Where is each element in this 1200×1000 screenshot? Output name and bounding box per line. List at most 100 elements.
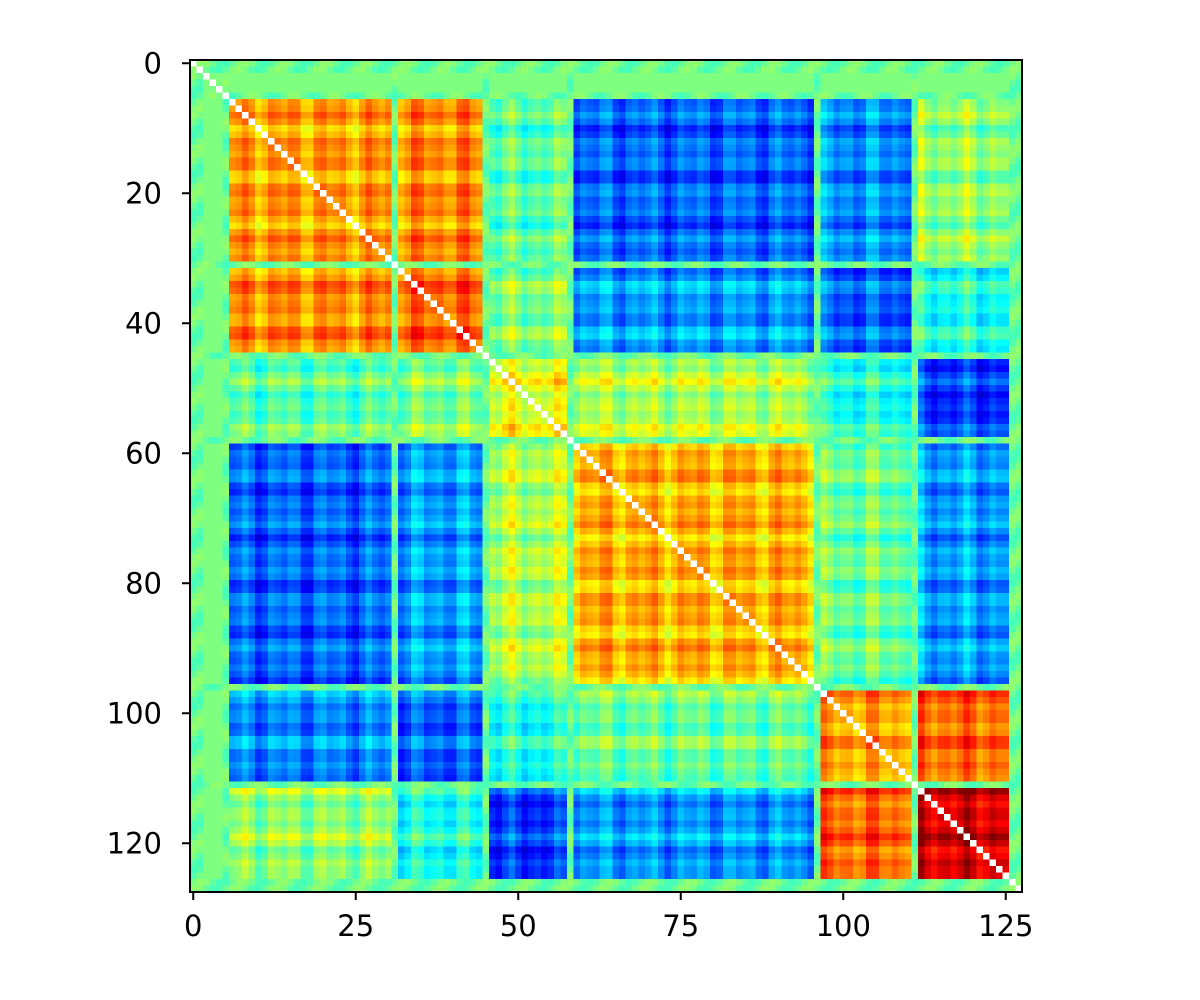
heatmap-cell [606, 287, 614, 295]
heatmap-cell [944, 177, 952, 185]
heatmap-cell [326, 190, 334, 198]
heatmap-cell [853, 131, 861, 139]
heatmap-cell [196, 268, 204, 276]
heatmap-cell [560, 164, 568, 172]
heatmap-cell [242, 255, 250, 263]
heatmap-cell [846, 229, 854, 237]
heatmap-cell [437, 112, 445, 120]
heatmap-cell [385, 222, 393, 230]
heatmap-cell [989, 99, 997, 107]
heatmap-cell [359, 307, 367, 315]
heatmap-cell [495, 151, 503, 159]
heatmap-cell [944, 157, 952, 165]
heatmap-cell [326, 300, 334, 308]
heatmap-cell [703, 157, 711, 165]
heatmap-cell [469, 177, 477, 185]
heatmap-cell [827, 138, 835, 146]
heatmap-cell [359, 294, 367, 302]
heatmap-cell [320, 118, 328, 126]
heatmap-cell [911, 131, 919, 139]
heatmap-cell [950, 287, 958, 295]
heatmap-cell [261, 164, 269, 172]
heatmap-cell [898, 248, 906, 256]
heatmap-cell [593, 209, 601, 217]
heatmap-cell [430, 190, 438, 198]
heatmap-cell [625, 144, 633, 152]
heatmap-cell [833, 235, 841, 243]
heatmap-cell [554, 157, 562, 165]
heatmap-cell [586, 177, 594, 185]
heatmap-cell [554, 73, 562, 81]
heatmap-cell [229, 235, 237, 243]
heatmap-cell [937, 190, 945, 198]
heatmap-cell [937, 66, 945, 74]
heatmap-cell [677, 60, 685, 68]
heatmap-cell [872, 99, 880, 107]
heatmap-cell [892, 268, 900, 276]
heatmap-cell [365, 287, 373, 295]
heatmap-cell [190, 112, 198, 120]
heatmap-cell [950, 92, 958, 100]
heatmap-cell [554, 196, 562, 204]
heatmap-cell [333, 209, 341, 217]
heatmap-cell [489, 157, 497, 165]
heatmap-cell [274, 242, 282, 250]
heatmap-cell [274, 216, 282, 224]
heatmap-cell [931, 229, 939, 237]
heatmap-cell [508, 196, 516, 204]
heatmap-cell [723, 209, 731, 217]
heatmap-cell [671, 151, 679, 159]
heatmap-cell [463, 105, 471, 113]
heatmap-cell [560, 261, 568, 269]
heatmap-cell [632, 66, 640, 74]
heatmap-cell [768, 235, 776, 243]
heatmap-cell [963, 183, 971, 191]
heatmap-cell [742, 125, 750, 133]
heatmap-cell [378, 118, 386, 126]
heatmap-cell [476, 183, 484, 191]
heatmap-cell [209, 157, 217, 165]
heatmap-cell [703, 73, 711, 81]
heatmap-cell [372, 151, 380, 159]
heatmap-cell [417, 66, 425, 74]
heatmap-cell [775, 118, 783, 126]
heatmap-cell [755, 170, 763, 178]
heatmap-cell [742, 248, 750, 256]
heatmap-cell [235, 66, 243, 74]
heatmap-cell [859, 112, 867, 120]
heatmap-cell [359, 144, 367, 152]
heatmap-cell [346, 164, 354, 172]
heatmap-cell [528, 248, 536, 256]
heatmap-cell [482, 307, 490, 315]
heatmap-cell [430, 177, 438, 185]
heatmap-cell [502, 229, 510, 237]
heatmap-cell [300, 73, 308, 81]
heatmap-cell [866, 183, 874, 191]
heatmap-cell [437, 294, 445, 302]
heatmap-cell [859, 86, 867, 94]
heatmap-cell [736, 170, 744, 178]
heatmap-cell [294, 86, 302, 94]
heatmap-cell [463, 177, 471, 185]
heatmap-cell [222, 125, 230, 133]
heatmap-cell [690, 274, 698, 282]
heatmap-cell [1015, 164, 1023, 172]
heatmap-cell [359, 118, 367, 126]
heatmap-cell [918, 222, 926, 230]
heatmap-cell [216, 203, 224, 211]
heatmap-cell [385, 268, 393, 276]
heatmap-cell [944, 300, 952, 308]
heatmap-cell [521, 151, 529, 159]
heatmap-cell [359, 183, 367, 191]
heatmap-cell [1015, 157, 1023, 165]
heatmap-cell [723, 183, 731, 191]
heatmap-cell [924, 222, 932, 230]
heatmap-cell [320, 300, 328, 308]
heatmap-cell [684, 99, 692, 107]
heatmap-cell [209, 138, 217, 146]
heatmap-cell [424, 242, 432, 250]
heatmap-cell [957, 294, 965, 302]
heatmap-cell [274, 281, 282, 289]
heatmap-cell [547, 177, 555, 185]
heatmap-cell [463, 242, 471, 250]
